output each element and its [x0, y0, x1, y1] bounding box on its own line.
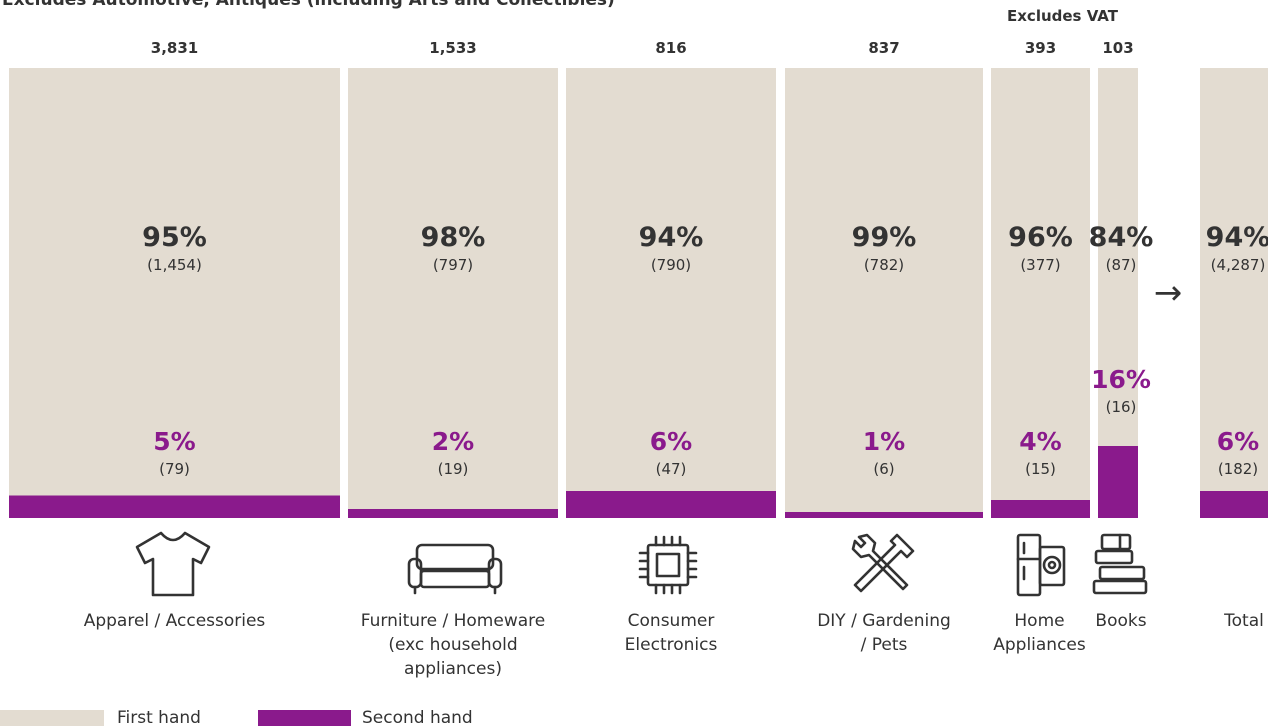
bar-first-hand — [1098, 68, 1138, 446]
bar-first-hand — [348, 68, 558, 509]
category-label-line: appliances) — [404, 659, 502, 679]
legend: First hand Second hand — [0, 706, 700, 728]
second-hand-count-label: (16) — [1106, 398, 1137, 416]
first-hand-pct-label: 96% — [1008, 222, 1073, 253]
first-hand-count-label: (377) — [1020, 256, 1060, 274]
bar-first-hand — [9, 68, 340, 496]
column-apparel-accessories: 3,831 95% (1,454) 5% (79) Apparel / Accessori… — [9, 39, 340, 631]
t-shirt-icon — [135, 531, 211, 597]
legend-label-second-hand: Second hand — [362, 708, 473, 728]
column-total-label: 3,831 — [151, 39, 198, 57]
sofa-icon — [407, 543, 503, 595]
bar-second-hand — [991, 500, 1090, 518]
column-books: 103 84% (87) 16% (16) Books — [1089, 39, 1154, 631]
vat-note: Excludes VAT — [1007, 7, 1118, 25]
second-hand-pct-label: 6% — [650, 427, 692, 456]
column-total-label: 1,533 — [429, 39, 476, 57]
books-icon — [1092, 533, 1148, 595]
bar-first-hand — [785, 68, 983, 512]
column-diy-gardening-pets: 837 99% (782) 1% (6) DIY / Gardening / Pets — [785, 39, 983, 655]
category-label-line: / Pets — [861, 635, 908, 655]
second-hand-pct-label: 4% — [1019, 427, 1061, 456]
bar-second-hand — [785, 512, 983, 518]
chart-subtitle: Excludes Automotive, Antiques (including… — [2, 0, 615, 10]
column-total-label: 837 — [868, 39, 899, 57]
second-hand-count-label: (6) — [873, 460, 894, 478]
first-hand-count-label: (87) — [1106, 256, 1137, 274]
total-column: 94% (4,287) 6% (182) Total — [1200, 68, 1268, 631]
second-hand-pct-label: 2% — [432, 427, 474, 456]
second-hand-count-label: (79) — [159, 460, 190, 478]
category-label-line: (exc household — [388, 635, 517, 655]
first-hand-pct-label: 95% — [142, 222, 207, 253]
tools-icon — [851, 533, 915, 593]
column-consumer-electronics: 816 94% (790) 6% (47) Consumer Electronics — [566, 39, 776, 655]
category-label-line: Furniture / Homeware — [361, 611, 545, 631]
category-label-line: Total — [1223, 611, 1264, 631]
chip-icon — [638, 535, 698, 595]
category-label-line: Books — [1095, 611, 1146, 631]
legend-label-first-hand: First hand — [117, 708, 201, 728]
marimekko-chart: 3,831 95% (1,454) 5% (79) Apparel / Accessori… — [9, 39, 1268, 679]
first-hand-count-label: (4,287) — [1211, 256, 1266, 274]
bar-second-hand — [348, 509, 558, 518]
second-hand-count-label: (15) — [1025, 460, 1056, 478]
column-total-label: 393 — [1025, 39, 1056, 57]
bar-first-hand — [566, 68, 776, 491]
arrow-to-total: → — [1154, 273, 1183, 313]
first-hand-count-label: (782) — [864, 256, 904, 274]
bar-first-hand — [991, 68, 1090, 500]
bar-second-hand — [566, 491, 776, 518]
second-hand-count-label: (182) — [1218, 460, 1258, 478]
legend-swatch-first-hand — [0, 710, 104, 726]
category-label-line: Electronics — [625, 635, 718, 655]
first-hand-pct-label: 84% — [1089, 222, 1154, 253]
first-hand-pct-label: 94% — [1206, 222, 1268, 253]
category-label-line: Home — [1014, 611, 1064, 631]
bar-second-hand — [1098, 446, 1138, 518]
bar-first-hand — [1200, 68, 1268, 491]
column-home-appliances: 393 96% (377) 4% (15) Home Appliances — [991, 39, 1090, 655]
first-hand-count-label: (790) — [651, 256, 691, 274]
second-hand-pct-label: 16% — [1091, 365, 1151, 394]
category-label-line: Consumer — [628, 611, 715, 631]
bar-second-hand — [1200, 491, 1268, 518]
fridge-washer-icon — [1016, 533, 1066, 597]
first-hand-count-label: (797) — [433, 256, 473, 274]
category-label-line: Apparel / Accessories — [84, 611, 266, 631]
column-total-label: 816 — [655, 39, 686, 57]
first-hand-pct-label: 94% — [639, 222, 704, 253]
category-label-line: Appliances — [993, 635, 1086, 655]
second-hand-count-label: (47) — [656, 460, 687, 478]
first-hand-pct-label: 98% — [421, 222, 486, 253]
bar-second-hand — [9, 495, 340, 518]
category-label-line: DIY / Gardening — [817, 611, 951, 631]
column-furniture-homeware-exc-household-appliances: 1,533 98% (797) 2% (19) Furniture / Homeware (… — [348, 39, 558, 679]
first-hand-pct-label: 99% — [852, 222, 917, 253]
second-hand-pct-label: 5% — [153, 427, 195, 456]
legend-swatch-second-hand — [258, 710, 351, 726]
column-total-label: 103 — [1102, 39, 1133, 57]
second-hand-pct-label: 1% — [863, 427, 905, 456]
second-hand-pct-label: 6% — [1217, 427, 1259, 456]
second-hand-count-label: (19) — [438, 460, 469, 478]
first-hand-count-label: (1,454) — [147, 256, 202, 274]
